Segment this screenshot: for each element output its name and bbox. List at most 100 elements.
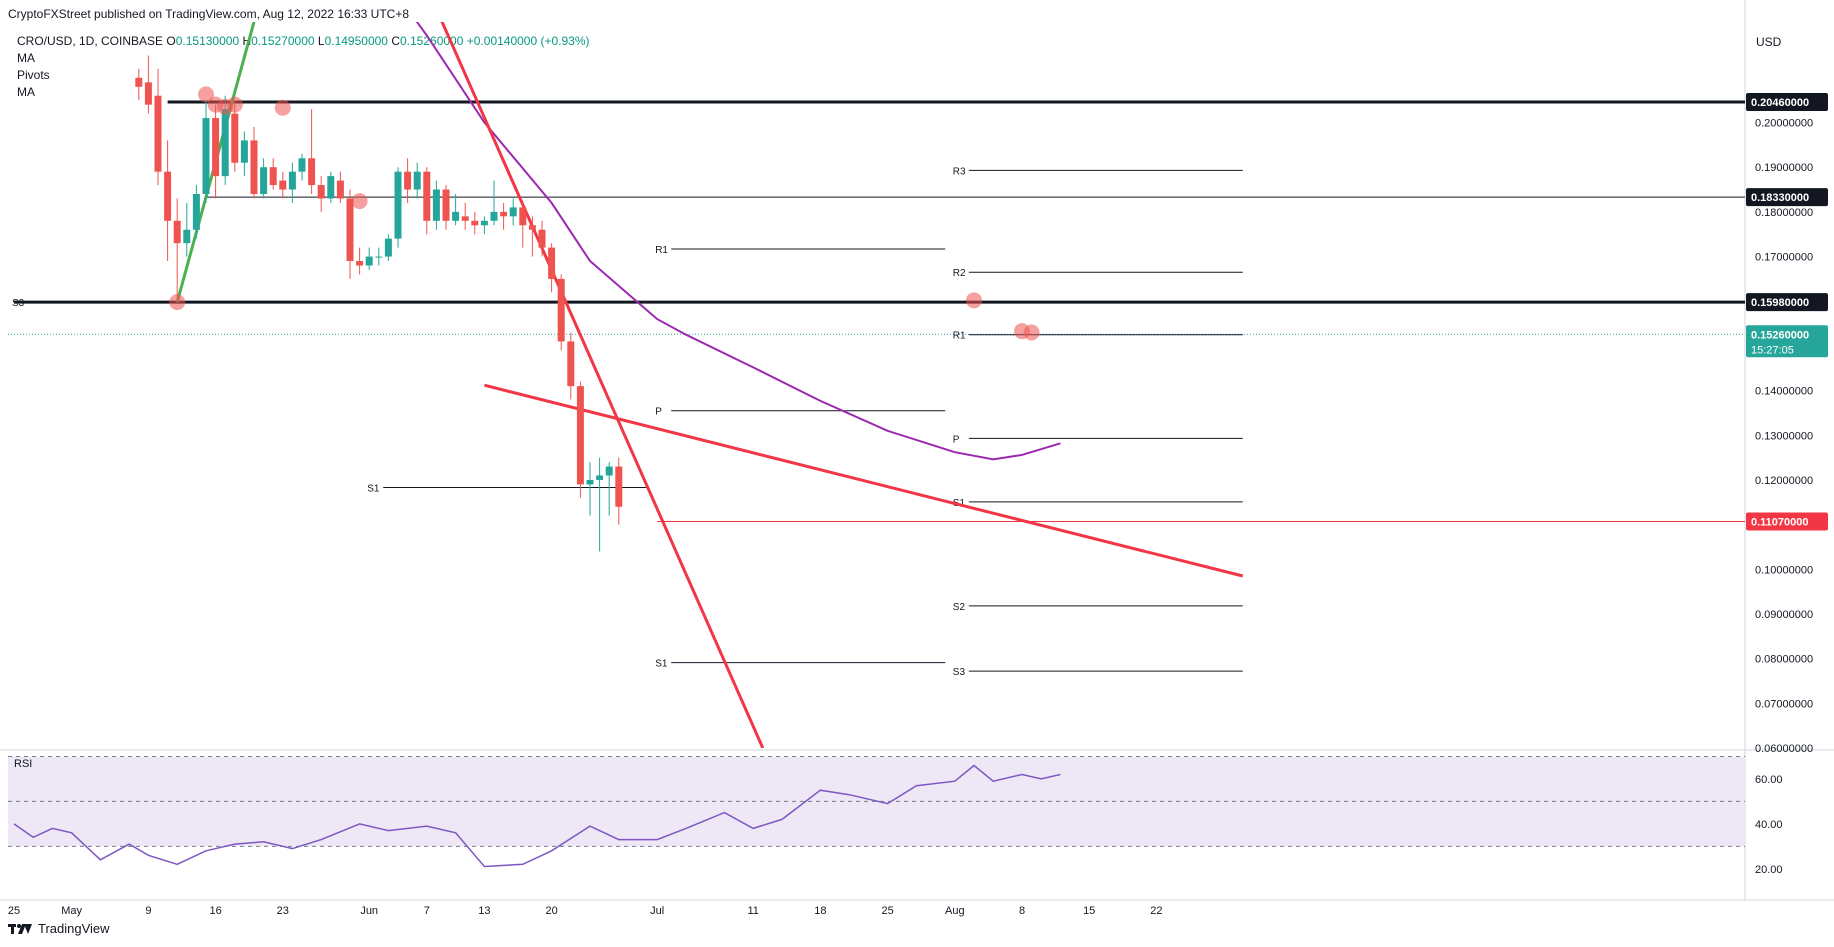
- touch-marker: [169, 294, 186, 311]
- candle-body: [279, 180, 287, 190]
- candle-body: [490, 211, 498, 221]
- y-tick-label: 0.18000000: [1755, 207, 1813, 219]
- footer: TradingView: [8, 921, 110, 936]
- currency-label: USD: [1756, 35, 1782, 49]
- open-label: O: [166, 34, 176, 48]
- trendline: [484, 383, 1244, 578]
- candle-body: [404, 171, 412, 190]
- candle-body: [336, 180, 344, 199]
- symbol-label[interactable]: CRO/USD, 1D, COINBASE: [17, 34, 164, 48]
- price-label-box: [1746, 188, 1828, 207]
- candle-body: [192, 194, 200, 230]
- tradingview-logo-icon: [8, 922, 32, 936]
- y-tick-label: 0.09000000: [1755, 609, 1813, 621]
- candle-body: [423, 171, 431, 221]
- candle-body: [231, 113, 239, 163]
- candle-body: [221, 109, 229, 177]
- pivot-label: S3: [12, 298, 25, 309]
- x-tick-label: Jun: [360, 905, 378, 917]
- candle-body: [394, 171, 402, 239]
- candle-body: [298, 158, 306, 172]
- tradingview-brand: TradingView: [38, 921, 110, 936]
- rsi-y-tick-label: 20.00: [1755, 864, 1783, 876]
- price-label-text: 0.20460000: [1751, 97, 1809, 109]
- price-label-text: 0.18330000: [1751, 192, 1809, 204]
- candle-body: [154, 95, 162, 172]
- y-tick-label: 0.12000000: [1755, 475, 1813, 487]
- candle-body: [538, 229, 546, 248]
- x-tick-label: Aug: [945, 905, 965, 917]
- x-tick-label: 16: [209, 905, 221, 917]
- pivot-label: R1: [655, 245, 668, 256]
- pivot-label: P: [655, 407, 662, 418]
- x-tick-label: 25: [881, 905, 893, 917]
- pivot-label: P: [953, 434, 960, 445]
- candle-body: [260, 167, 268, 195]
- x-tick-label: Jul: [650, 905, 664, 917]
- rsi-title: RSI: [14, 758, 32, 770]
- y-tick-label: 0.19000000: [1755, 162, 1813, 174]
- touch-marker: [226, 96, 243, 113]
- y-tick-label: 0.14000000: [1755, 386, 1813, 398]
- candle-body: [442, 189, 450, 221]
- candle-body: [346, 198, 354, 262]
- y-tick-label: 0.10000000: [1755, 564, 1813, 576]
- x-tick-label: 25: [8, 905, 20, 917]
- candle-body: [576, 386, 584, 485]
- low-label: L: [317, 34, 325, 48]
- ma-line: [415, 22, 1061, 461]
- y-tick-label: 0.06000000: [1755, 743, 1813, 755]
- rsi-y-tick-label: 40.00: [1755, 819, 1783, 831]
- candle-body: [365, 256, 373, 266]
- trendline: [440, 22, 765, 748]
- candle-body: [432, 189, 440, 221]
- pivot-label: R2: [953, 268, 966, 279]
- touch-marker: [1023, 324, 1040, 341]
- pivot-label: S1: [655, 659, 668, 670]
- candle-body: [135, 77, 143, 87]
- x-tick-label: 7: [424, 905, 430, 917]
- legend-panel: CRO/USD, 1D, COINBASE O0.15130000 H0.152…: [17, 33, 590, 101]
- candle-body: [164, 171, 172, 221]
- candle-body: [356, 261, 364, 266]
- candle-body: [452, 211, 460, 221]
- x-tick-label: 11: [747, 905, 758, 917]
- pivot-label: R3: [953, 166, 966, 177]
- x-tick-label: 8: [1019, 905, 1025, 917]
- change-value: +0.00140000 (+0.93%): [466, 34, 590, 48]
- candle-body: [183, 229, 191, 244]
- close-label: C: [391, 34, 400, 48]
- touch-marker: [966, 292, 982, 309]
- pivot-label: S2: [953, 602, 966, 613]
- candle-body: [528, 225, 536, 230]
- x-tick-label: 9: [145, 905, 151, 917]
- indicator-pivots[interactable]: Pivots: [17, 68, 50, 82]
- indicator-ma-2[interactable]: MA: [17, 85, 35, 99]
- candle-body: [461, 216, 469, 221]
- publish-line: CryptoFXStreet published on TradingView.…: [8, 7, 410, 21]
- x-tick-label: 13: [478, 905, 490, 917]
- x-tick-label: 20: [545, 905, 557, 917]
- candle-body: [250, 140, 258, 195]
- candle-body: [212, 118, 220, 177]
- candle-body: [173, 220, 181, 244]
- indicator-ma-1[interactable]: MA: [17, 51, 35, 65]
- touch-marker: [274, 99, 291, 116]
- candle-body: [317, 185, 325, 199]
- y-tick-label: 0.17000000: [1755, 252, 1813, 264]
- rsi-line: [13, 764, 1061, 868]
- y-tick-label: 0.08000000: [1755, 654, 1813, 666]
- candle-body: [413, 171, 421, 190]
- candle-body: [288, 171, 296, 190]
- open-value: 0.15130000: [175, 34, 240, 48]
- rsi-y-tick-label: 60.00: [1755, 774, 1783, 786]
- pivot-label: S3: [953, 667, 966, 678]
- candle-body: [308, 158, 316, 186]
- y-tick-label: 0.07000000: [1755, 698, 1813, 710]
- candle-body: [500, 211, 508, 217]
- candle-body: [596, 475, 604, 480]
- x-tick-label: 15: [1083, 905, 1095, 917]
- candle-body: [586, 479, 594, 485]
- x-tick-label: 18: [814, 905, 826, 917]
